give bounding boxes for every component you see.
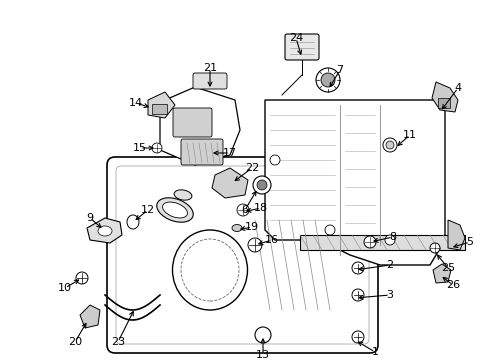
Polygon shape — [431, 82, 457, 112]
Text: 24: 24 — [288, 33, 303, 43]
Circle shape — [254, 327, 270, 343]
Circle shape — [237, 204, 248, 216]
Text: 14: 14 — [129, 98, 143, 108]
Circle shape — [351, 331, 363, 343]
Text: 21: 21 — [203, 63, 217, 73]
Text: 7: 7 — [336, 65, 343, 75]
Polygon shape — [432, 264, 450, 283]
Polygon shape — [264, 100, 444, 265]
Text: 15: 15 — [133, 143, 147, 153]
Bar — [299, 235, 464, 250]
Text: 11: 11 — [402, 130, 416, 140]
Ellipse shape — [174, 190, 191, 200]
Polygon shape — [447, 220, 464, 250]
Text: 20: 20 — [68, 337, 82, 347]
Text: 16: 16 — [264, 235, 279, 245]
Text: 6: 6 — [241, 205, 248, 215]
Circle shape — [315, 68, 339, 92]
Text: 22: 22 — [244, 163, 259, 173]
Polygon shape — [87, 218, 122, 243]
Circle shape — [363, 236, 375, 248]
Text: 13: 13 — [256, 350, 269, 360]
Circle shape — [320, 73, 334, 87]
FancyBboxPatch shape — [181, 139, 223, 165]
Circle shape — [152, 143, 162, 153]
Circle shape — [269, 155, 280, 165]
Text: 2: 2 — [386, 260, 393, 270]
Text: 1: 1 — [371, 347, 378, 357]
Circle shape — [351, 262, 363, 274]
Ellipse shape — [127, 215, 139, 229]
Circle shape — [429, 243, 439, 253]
Circle shape — [382, 138, 396, 152]
FancyBboxPatch shape — [193, 73, 226, 89]
Ellipse shape — [98, 226, 112, 236]
Polygon shape — [212, 168, 247, 198]
Polygon shape — [148, 92, 175, 118]
Text: 12: 12 — [141, 205, 155, 215]
Text: 8: 8 — [388, 232, 396, 242]
Circle shape — [257, 180, 266, 190]
Ellipse shape — [157, 198, 193, 222]
Circle shape — [76, 272, 88, 284]
Ellipse shape — [172, 230, 247, 310]
Text: 10: 10 — [58, 283, 72, 293]
FancyBboxPatch shape — [107, 157, 377, 353]
Bar — [437, 98, 449, 108]
Text: 19: 19 — [244, 222, 259, 232]
Text: 23: 23 — [111, 337, 125, 347]
FancyBboxPatch shape — [173, 108, 212, 137]
Text: 5: 5 — [466, 237, 472, 247]
Polygon shape — [160, 87, 240, 165]
Ellipse shape — [181, 239, 239, 301]
Circle shape — [247, 238, 262, 252]
Text: 26: 26 — [445, 280, 459, 290]
Circle shape — [351, 289, 363, 301]
Text: 17: 17 — [223, 148, 237, 158]
Text: 25: 25 — [440, 263, 454, 273]
Ellipse shape — [162, 202, 187, 218]
Text: 4: 4 — [453, 83, 461, 93]
Text: 9: 9 — [86, 213, 93, 223]
Circle shape — [325, 225, 334, 235]
Circle shape — [384, 235, 394, 245]
FancyBboxPatch shape — [285, 34, 318, 60]
Ellipse shape — [231, 225, 242, 231]
Polygon shape — [80, 305, 100, 328]
Circle shape — [385, 141, 393, 149]
Circle shape — [252, 176, 270, 194]
Text: 3: 3 — [386, 290, 393, 300]
Text: 18: 18 — [253, 203, 267, 213]
Bar — [152, 104, 167, 114]
